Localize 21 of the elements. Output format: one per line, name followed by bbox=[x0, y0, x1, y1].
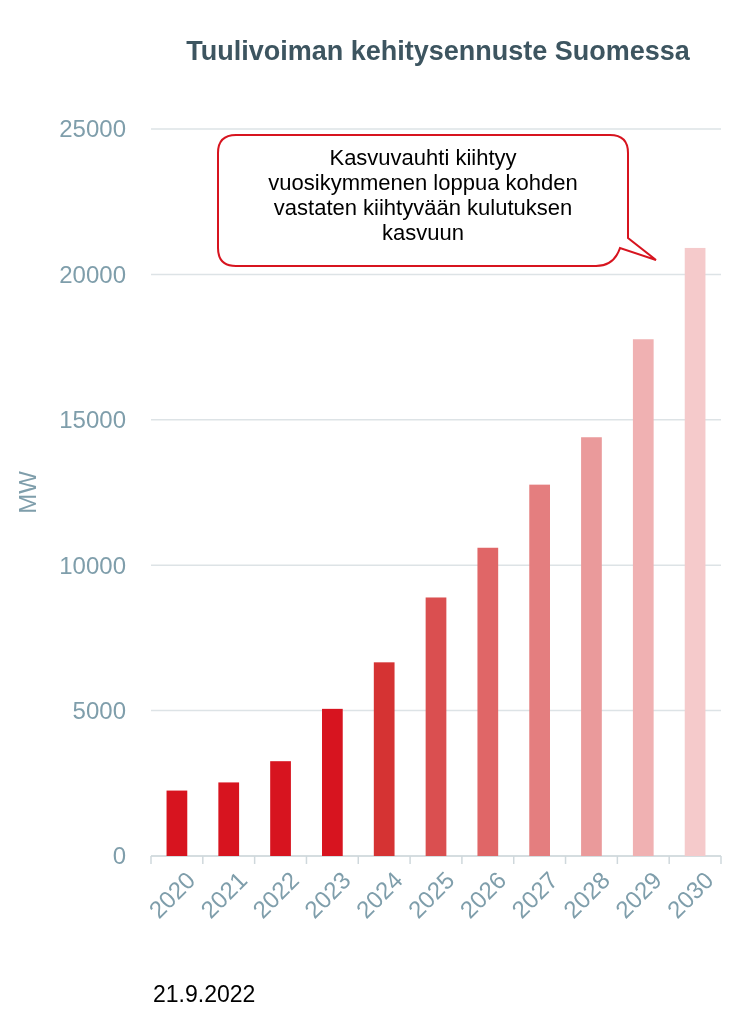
y-tick-label: 10000 bbox=[59, 551, 126, 579]
annotation: Kasvuvauhti kiihtyy vuosikymmenen loppua kohden vastaten kiihtyvään kulutuksen kasvuun bbox=[268, 145, 578, 245]
y-tick-label: 15000 bbox=[59, 406, 126, 434]
chart-title: Tuulivoiman kehitysennuste Suomessa bbox=[186, 36, 691, 66]
bar bbox=[373, 662, 395, 856]
bar bbox=[425, 597, 447, 856]
y-axis-title: MW bbox=[14, 470, 41, 514]
y-tick-label: 25000 bbox=[59, 115, 126, 143]
bar bbox=[529, 484, 550, 856]
y-tick-label: 0 bbox=[112, 842, 126, 870]
bar bbox=[581, 437, 602, 856]
y-tick-label: 20000 bbox=[59, 260, 126, 288]
y-tick-label: 5000 bbox=[72, 697, 126, 724]
bar bbox=[684, 247, 706, 856]
bar bbox=[166, 790, 188, 856]
bar bbox=[477, 547, 499, 856]
bar bbox=[270, 761, 291, 856]
bar bbox=[632, 339, 654, 856]
bar bbox=[322, 708, 343, 856]
text: 21.9.2022 bbox=[153, 981, 256, 1007]
bar bbox=[218, 782, 240, 856]
